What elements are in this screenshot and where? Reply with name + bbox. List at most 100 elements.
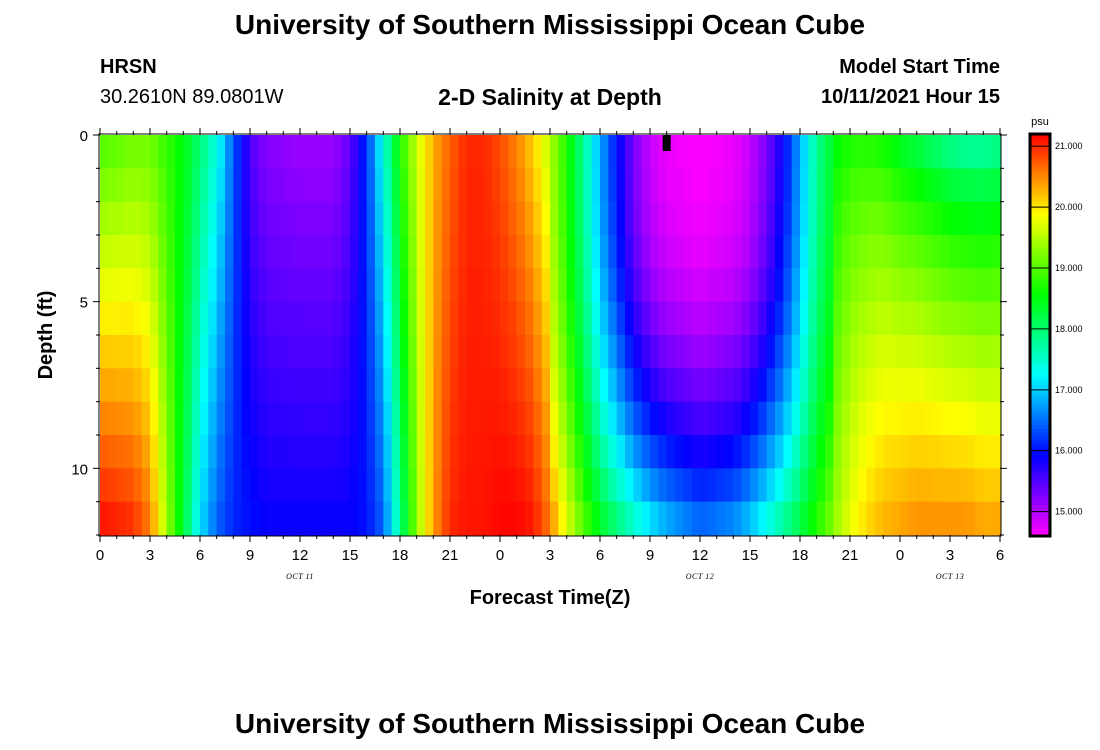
heatmap-cell [283,301,293,336]
heatmap-cell [775,135,784,169]
heatmap-cell [966,501,976,536]
heatmap-cell [508,301,518,336]
heatmap-cell [566,335,576,369]
colorbar-step [1030,224,1050,229]
heatmap-cell [983,401,993,436]
heatmap-cell [866,368,876,403]
heatmap-cell [683,201,693,236]
heatmap-cell [208,168,218,203]
heatmap-cell [641,268,651,303]
heatmap-cell [775,268,784,303]
heatmap-cell [725,401,734,436]
heatmap-cell [666,468,676,503]
heatmap-cell [316,501,326,536]
heatmap-cell [908,401,918,436]
heatmap-cell [191,435,201,469]
x-tick-label: 18 [792,547,809,564]
x-tick-label: 9 [246,547,254,564]
heatmap-cell [875,135,884,169]
heatmap-cell [516,401,526,436]
heatmap-cell [383,268,393,303]
footer-title: University of Southern Mississippi Ocean… [234,708,866,739]
heatmap-cell [758,268,768,303]
heatmap-cell [800,368,809,403]
heatmap-cell [883,301,893,336]
heatmap-cell [483,401,493,436]
heatmap-cell [566,201,576,236]
heatmap-cell [566,401,576,436]
heatmap-cell [925,201,934,236]
heatmap-cell [875,435,884,469]
heatmap-cell [258,435,268,469]
heatmap-cell [933,368,943,403]
day-label: OCT 11 [286,572,314,581]
heatmap-cell [175,435,184,469]
heatmap-cell [166,468,176,503]
heatmap-cell [216,435,226,469]
heatmap-cell [866,235,876,269]
heatmap-cell [158,368,168,403]
heatmap-cell [383,501,393,536]
heatmap-cell [166,201,176,236]
heatmap-cell [975,501,984,536]
heatmap-cell [616,301,626,336]
heatmap-cell [675,468,684,503]
heatmap-cell [708,168,718,203]
heatmap-cell [800,435,809,469]
heatmap-cell [933,335,943,369]
heatmap-cell [791,368,801,403]
heatmap-cell [125,301,134,336]
heatmap-cell [983,368,993,403]
heatmap-cell [383,301,393,336]
heatmap-cell [691,268,701,303]
colorbar-step [1030,385,1050,390]
colorbar-step [1030,469,1050,473]
heatmap-cell [725,301,734,336]
heatmap-cell [183,268,193,303]
heatmap-cell [800,401,809,436]
heatmap-cell [500,435,509,469]
heatmap-cell [441,201,451,236]
heatmap-cell [850,301,859,336]
heatmap-cell [408,268,418,303]
heatmap-cell [191,135,201,169]
heatmap-cell [316,268,326,303]
heatmap-cell [933,468,943,503]
heatmap-cell [458,501,468,536]
heatmap-cell [150,135,159,169]
heatmap-cell [683,468,693,503]
heatmap-cell [783,501,793,536]
heatmap-cell [533,268,543,303]
heatmap-cell [450,435,459,469]
heatmap-cell [300,435,309,469]
heatmap-cell [733,201,743,236]
heatmap-cell [283,235,293,269]
heatmap-cell [241,235,251,269]
heatmap-cell [333,401,343,436]
heatmap-cell [525,501,534,536]
heatmap-cell [666,435,676,469]
colorbar-step [1030,358,1050,363]
colorbar-step [1030,281,1050,286]
heatmap-cell [825,268,834,303]
heatmap-cell [966,135,976,169]
heatmap-cell [825,201,834,236]
page-title: University of Southern Mississippi Ocean… [234,9,866,40]
model-start-value: 10/11/2021 Hour 15 [820,86,1000,108]
x-tick-label: 12 [692,547,709,564]
heatmap-cell [366,501,376,536]
heatmap-cell [700,501,709,536]
heatmap-cell [283,268,293,303]
heatmap-cell [200,368,209,403]
heatmap-cell [866,401,876,436]
heatmap-cell [741,335,751,369]
heatmap-cell [733,368,743,403]
heatmap-cell [566,268,576,303]
colorbar-step [1030,455,1050,460]
heatmap-cell [441,235,451,269]
heatmap-cell [625,301,634,336]
heatmap-cell [375,435,384,469]
heatmap-cell [891,201,901,236]
colorbar: 21.000 20.000 19.000 18.000 17.000 16.000 15.0… [1028,116,1083,538]
heatmap-cell [983,301,993,336]
